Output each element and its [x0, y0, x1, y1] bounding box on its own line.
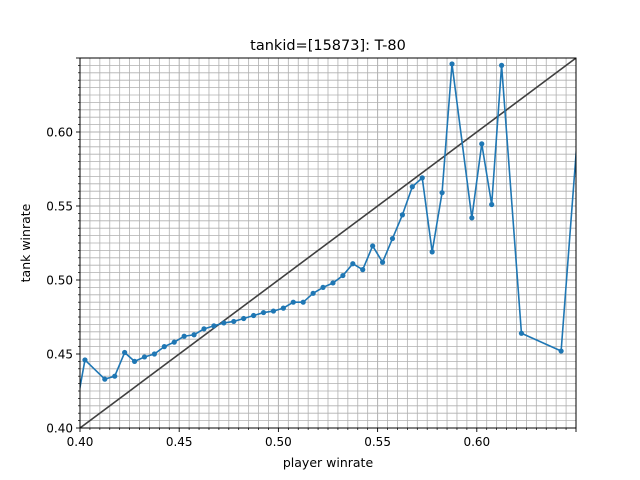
data-point: [489, 201, 495, 208]
x-tick-label: 0.40: [67, 435, 94, 449]
data-point: [320, 284, 326, 290]
data-point: [141, 354, 148, 360]
data-point: [499, 62, 505, 68]
data-point: [211, 323, 217, 329]
data-point: [419, 175, 425, 181]
data-point: [429, 249, 435, 255]
data-point: [201, 326, 207, 332]
data-point: [221, 320, 227, 326]
data-point: [479, 141, 485, 147]
x-tick-label: 0.60: [463, 435, 490, 449]
data-point: [251, 312, 257, 319]
data-point: [171, 339, 177, 345]
ticks: 0.40 0.45 0.50 0.55 0.60 0.40 0.45 0.50 0.55 0.60: [46, 57, 577, 449]
data-point: [290, 299, 296, 305]
data-point: [310, 290, 316, 296]
data-point: [270, 308, 277, 314]
data-point: [260, 309, 267, 316]
data-point: [280, 305, 286, 311]
data-point: [122, 349, 128, 356]
data-point: [112, 373, 118, 379]
data-point: [370, 243, 376, 249]
y-tick-label: 0.55: [46, 200, 73, 214]
data-point: [518, 330, 525, 336]
data-point: [161, 344, 167, 350]
data-point: [578, 86, 583, 91]
y-tick-label: 0.60: [46, 126, 73, 140]
y-tick-label: 0.45: [46, 348, 73, 362]
x-tick-label: 0.50: [265, 435, 292, 449]
x-tick-label: 0.55: [364, 435, 391, 449]
data-point: [241, 315, 247, 322]
data-point: [399, 212, 405, 218]
data-point: [558, 348, 564, 354]
data-point: [469, 215, 475, 221]
y-axis-label: tank winrate: [18, 203, 33, 282]
grid: [79, 57, 577, 429]
data-point: [72, 412, 77, 417]
data-point: [330, 280, 336, 286]
data-point: [181, 333, 187, 339]
data-point: [191, 332, 197, 338]
x-tick-label: 0.45: [166, 435, 193, 449]
data-point: [151, 351, 157, 357]
data-point: [340, 272, 346, 279]
data-point: [360, 267, 366, 273]
data-point: [350, 261, 356, 267]
data-point: [102, 376, 108, 382]
y-tick-label: 0.40: [46, 422, 73, 436]
data-point: [231, 318, 237, 325]
data-point: [300, 299, 306, 305]
reference-line: [80, 58, 576, 428]
data-point: [82, 357, 88, 363]
data-point: [409, 184, 415, 190]
data-point: [389, 235, 396, 242]
series-layer: [72, 61, 583, 417]
data-point: [131, 358, 138, 364]
x-axis-label: player winrate: [283, 455, 374, 470]
data-point: [439, 190, 445, 196]
y-tick-label: 0.50: [46, 274, 73, 288]
reference-line-layer: [80, 58, 576, 428]
data-point: [449, 61, 455, 67]
data-point: [379, 259, 386, 265]
chart-title: tankid=[15873]: T-80: [250, 38, 406, 54]
